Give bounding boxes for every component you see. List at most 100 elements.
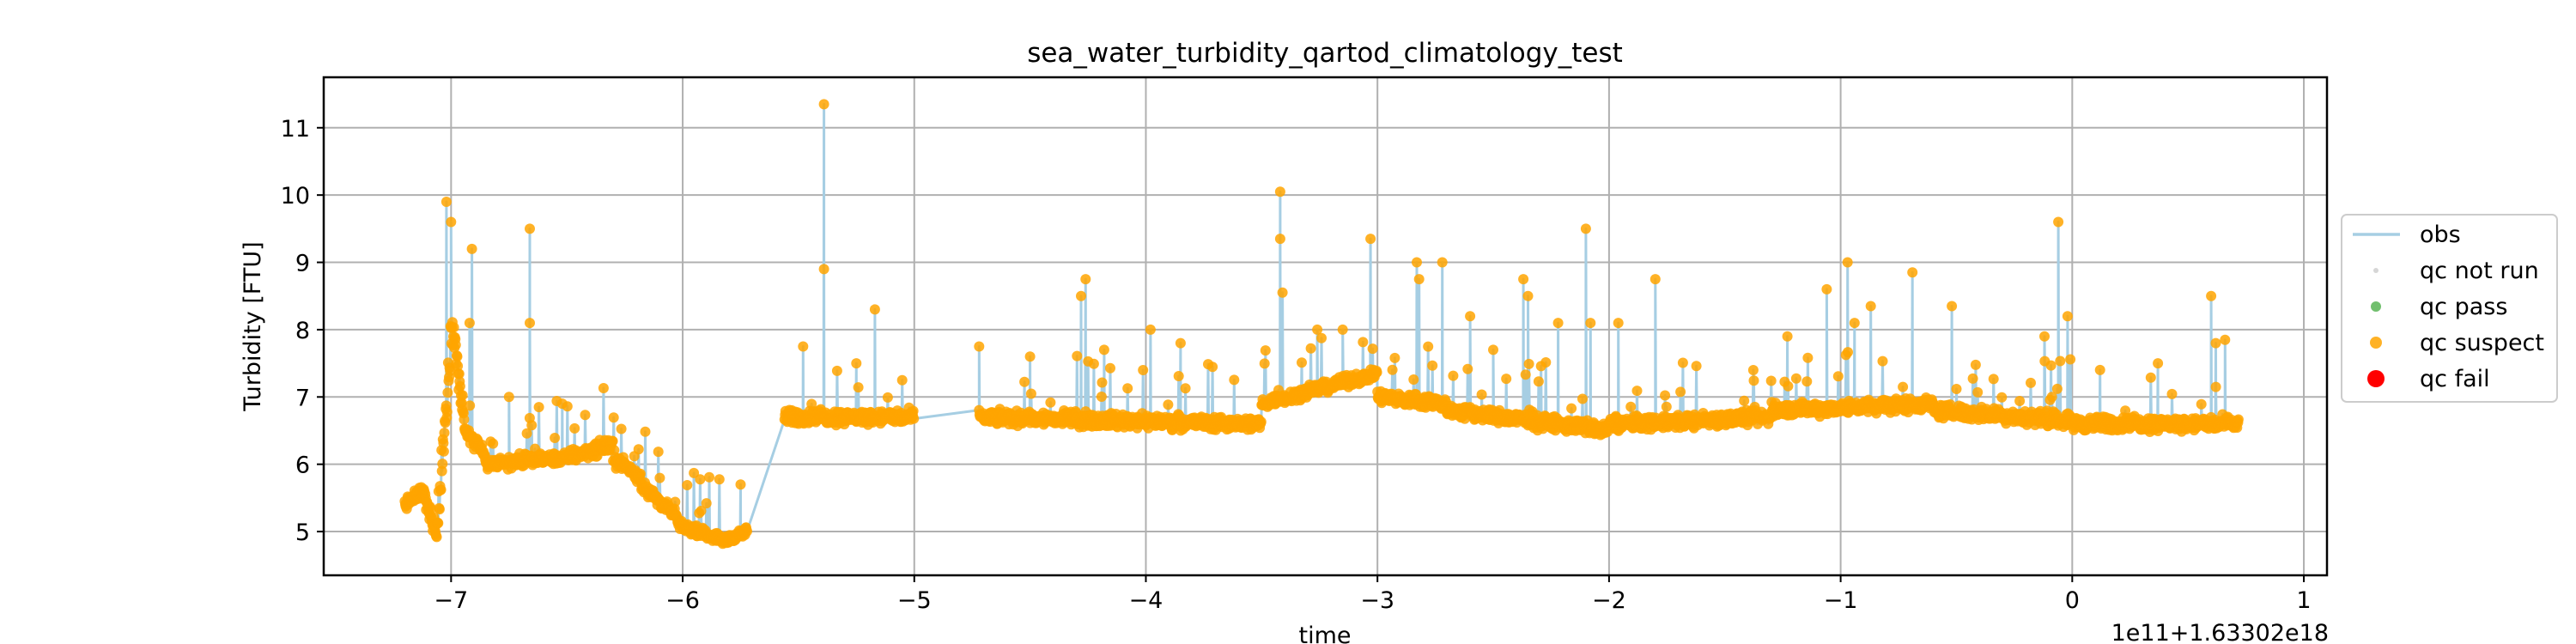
- legend-qc-pass-label: qc pass: [2420, 294, 2507, 320]
- qc-suspect-point: [1387, 364, 1398, 375]
- qc-suspect-point: [2051, 383, 2063, 394]
- qc-suspect-point: [433, 518, 444, 529]
- qc-suspect-point: [454, 380, 465, 392]
- qc-suspect-point: [2046, 392, 2057, 403]
- qc-suspect-point: [2062, 311, 2073, 322]
- qc-suspect-point: [525, 223, 535, 234]
- y-axis-label: Turbidity [FTU]: [240, 241, 266, 411]
- qc-suspect-point: [2220, 334, 2231, 345]
- qc-suspect-point: [633, 444, 644, 455]
- qc-suspect-point: [882, 392, 893, 403]
- legend: obs qc not run qc pass qc suspect qc fai…: [2341, 214, 2558, 403]
- qc-suspect-point: [1661, 401, 1672, 412]
- qc-suspect-point: [1175, 337, 1186, 349]
- qc-suspect-point: [1660, 390, 1671, 401]
- x-tick-label: −5: [897, 587, 932, 614]
- qc-suspect-point: [1843, 347, 1853, 358]
- legend-qc-fail-swatch: [2367, 370, 2385, 387]
- qc-suspect-points: [399, 99, 2244, 550]
- qc-suspect-point: [1783, 380, 1794, 392]
- qc-suspect-point: [1365, 234, 1376, 245]
- x-tick-label: −6: [665, 587, 700, 614]
- y-tick-label: 5: [295, 519, 310, 546]
- qc-suspect-point: [689, 467, 700, 478]
- qc-suspect-point: [450, 339, 461, 350]
- qc-suspect-point: [1371, 367, 1382, 378]
- legend-qc-not-run-label: qc not run: [2420, 258, 2539, 284]
- qc-suspect-point: [464, 318, 475, 329]
- qc-suspect-point: [448, 322, 459, 333]
- qc-suspect-point: [1907, 267, 1918, 278]
- qc-suspect-point: [431, 532, 442, 543]
- qc-suspect-point: [1842, 257, 1853, 268]
- qc-suspect-point: [533, 402, 544, 413]
- qc-suspect-point: [425, 503, 436, 514]
- qc-suspect-point: [1423, 341, 1434, 352]
- chart-title: sea_water_turbidity_qartod_climatology_t…: [1027, 38, 1623, 69]
- qc-suspect-point: [1180, 383, 1191, 394]
- legend-frame: [2341, 214, 2558, 403]
- qc-suspect-point: [1520, 369, 1531, 380]
- legend-qc-suspect-swatch: [2370, 337, 2382, 349]
- qc-suspect-point: [1122, 383, 1133, 394]
- x-axis-offset-label: 1e11+1.63302e18: [2111, 620, 2329, 644]
- qc-suspect-point: [2055, 355, 2066, 367]
- legend-qc-fail-label: qc fail: [2420, 366, 2490, 392]
- qc-suspect-point: [1625, 401, 1637, 412]
- qc-suspect-point: [1996, 392, 2008, 403]
- qc-suspect-point: [1260, 345, 1271, 356]
- qc-suspect-point: [1437, 257, 1448, 268]
- plot-area: [399, 99, 2244, 550]
- qc-suspect-point: [436, 465, 447, 477]
- qc-suspect-point: [1522, 290, 1534, 301]
- qc-suspect-point: [1849, 318, 1860, 329]
- qc-suspect-point: [1970, 359, 1981, 370]
- qc-suspect-point: [438, 446, 449, 457]
- qc-suspect-point: [682, 480, 693, 490]
- qc-suspect-point: [1076, 290, 1086, 301]
- qc-suspect-point: [525, 318, 535, 329]
- qc-suspect-point: [1096, 392, 1107, 402]
- qc-suspect-point: [562, 401, 573, 412]
- qc-suspect-point: [1105, 362, 1115, 374]
- qc-suspect-point: [1580, 223, 1591, 234]
- qc-suspect-point: [1552, 318, 1564, 329]
- qc-suspect-point: [440, 197, 452, 207]
- x-tick-label: −1: [1824, 587, 1858, 614]
- qc-suspect-point: [1821, 283, 1832, 295]
- qc-suspect-point: [616, 423, 627, 434]
- x-tick-label: 0: [2065, 587, 2080, 614]
- qc-suspect-point: [2065, 354, 2076, 365]
- qc-suspect-point: [453, 368, 465, 380]
- qc-suspect-point: [735, 479, 746, 490]
- qc-suspect-point: [466, 243, 477, 254]
- qc-suspect-point: [2210, 337, 2221, 349]
- qc-suspect-point: [1274, 234, 1285, 245]
- qc-suspect-point: [1080, 274, 1091, 285]
- qc-suspect-point: [714, 474, 725, 485]
- qc-suspect-point: [1024, 351, 1036, 362]
- qc-suspect-point: [1312, 324, 1323, 335]
- qc-suspect-point: [1297, 357, 1307, 368]
- qc-suspect-point: [696, 506, 707, 516]
- legend-qc-pass-swatch: [2371, 301, 2381, 312]
- qc-suspect-point: [1358, 337, 1369, 348]
- x-tick-label: −2: [1592, 587, 1626, 614]
- qc-suspect-point: [452, 351, 463, 362]
- qc-suspect-point: [1988, 374, 1999, 385]
- qc-suspect-point: [1967, 373, 1978, 384]
- qc-suspect-point: [445, 366, 456, 376]
- y-axis-ticks: 5 6 7 8 9 10 11: [281, 116, 324, 546]
- qc-suspect-point: [1577, 393, 1588, 404]
- qc-suspect-point: [1277, 287, 1288, 298]
- qc-suspect-point: [1408, 374, 1419, 385]
- qc-suspect-point: [908, 413, 920, 424]
- qc-suspect-point: [1072, 350, 1083, 361]
- qc-suspect-point: [701, 498, 712, 509]
- x-tick-label: −3: [1360, 587, 1394, 614]
- qc-suspect-point: [974, 341, 985, 352]
- qc-suspect-point: [439, 428, 450, 439]
- qc-suspect-point: [598, 383, 609, 393]
